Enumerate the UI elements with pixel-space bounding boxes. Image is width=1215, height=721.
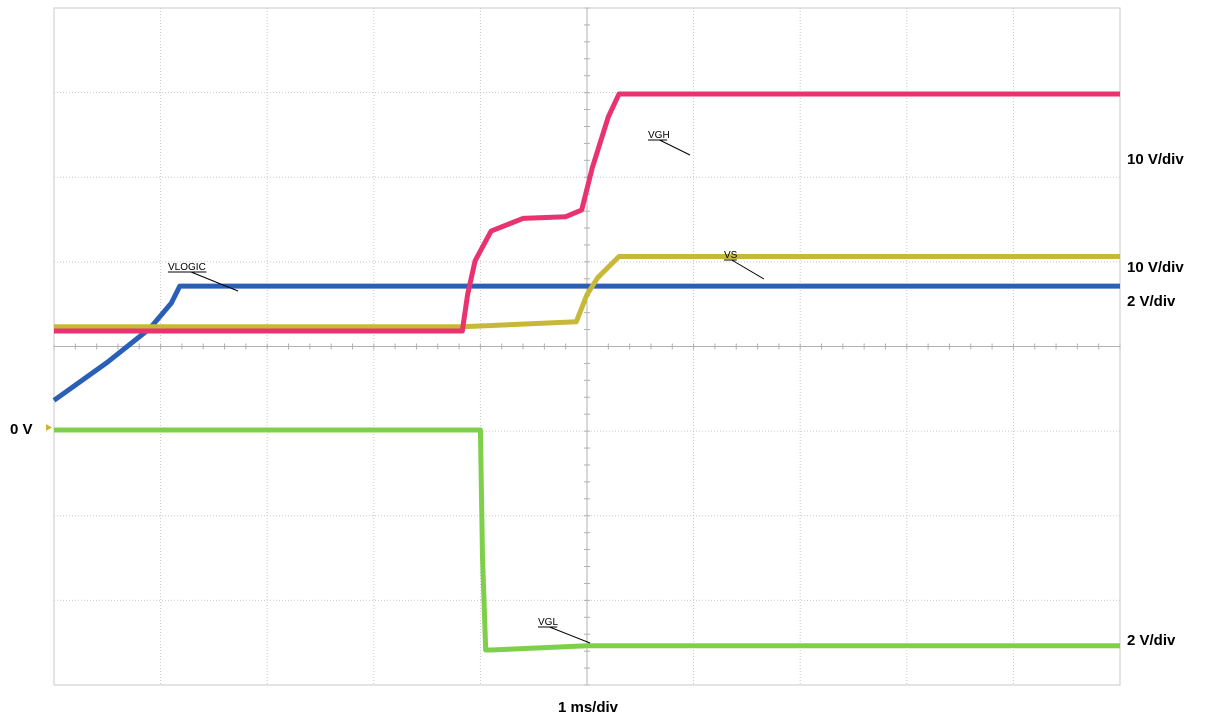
scale-label-vgh: 10 V/div: [1127, 151, 1184, 168]
trace-tag-leader: [659, 139, 691, 156]
scale-label-vs: 10 V/div: [1127, 259, 1184, 276]
trace-tag-vgl: VGL: [538, 617, 558, 628]
trace-tag-vlogic: VLOGIC: [168, 262, 206, 273]
scale-labels: 10 V/div 10 V/div 2 V/div 2 V/div: [1127, 151, 1184, 649]
trace-tag-leader: [190, 271, 239, 292]
trace-tags: VGH VS VLOGIC VGL: [168, 130, 765, 644]
x-axis-label: 1 ms/div: [558, 699, 619, 716]
trace-tag-vgh: VGH: [648, 130, 670, 141]
trace-vlogic: [52, 283, 1120, 403]
grid: [53, 7, 1121, 686]
trace-vgl: [54, 427, 1120, 653]
scale-label-vgl: 2 V/div: [1127, 632, 1176, 649]
trace-tag-vs: VS: [724, 250, 738, 261]
zero-volt-label: 0 V: [10, 421, 33, 438]
trace-tag-leader: [549, 626, 591, 644]
traces: [52, 91, 1120, 653]
scale-label-vlogic: 2 V/div: [1127, 293, 1176, 310]
trace-tag-leader: [731, 259, 765, 280]
zero-marker-icon: [46, 424, 52, 431]
trace-vgh: [54, 91, 1120, 334]
